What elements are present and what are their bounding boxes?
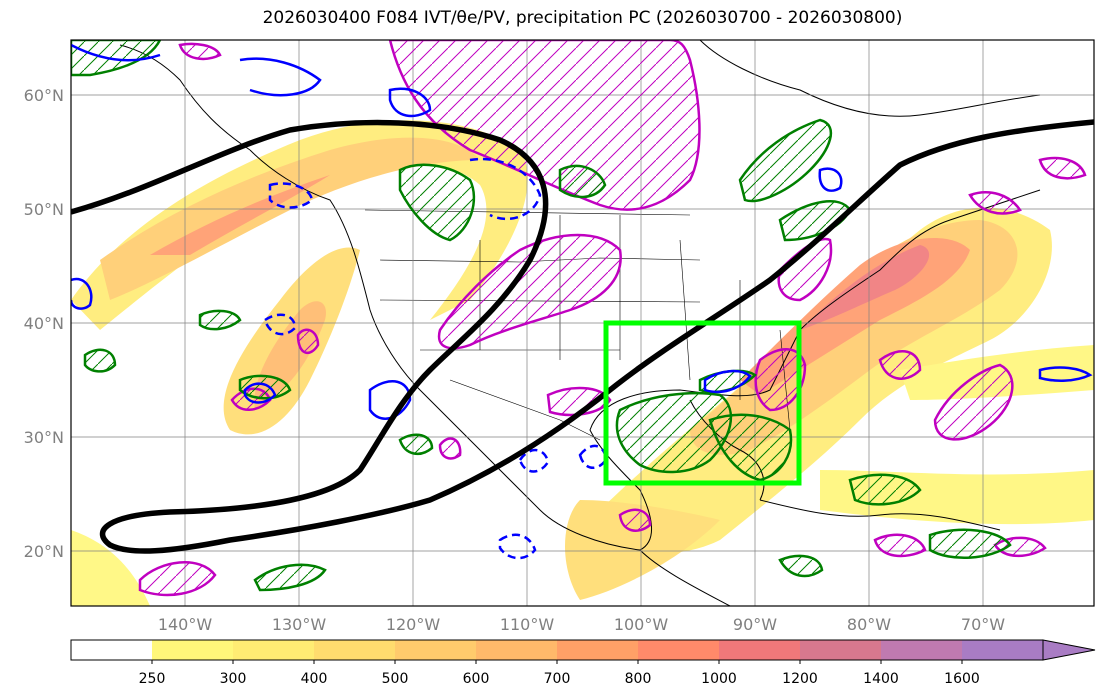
lon-label-110: 110°W <box>500 615 555 634</box>
colorbar-segment <box>638 640 719 660</box>
lat-labels: 60°N 50°N 40°N 30°N 20°N <box>24 86 64 561</box>
highlight-box <box>603 320 802 486</box>
colorbar-tick-300: 300 <box>220 671 247 687</box>
lon-label-120: 120°W <box>386 615 441 634</box>
colorbar-segment <box>962 640 1043 660</box>
colorbar-tick-250: 250 <box>139 671 166 687</box>
colorbar-segment <box>395 640 476 660</box>
colorbar-tick-1200: 1200 <box>782 671 818 687</box>
lat-label-20: 20°N <box>24 542 64 561</box>
precip-pc-contours <box>138 40 1087 597</box>
colorbar-segment <box>314 640 395 660</box>
colorbar-ticks: 250 300 400 500 600 700 800 1000 1200 14… <box>139 671 980 687</box>
map-layers <box>71 40 1094 606</box>
lon-label-100: 100°W <box>614 615 669 634</box>
lat-label-60: 60°N <box>24 86 64 105</box>
colorbar-tick-1600: 1600 <box>944 671 980 687</box>
lon-label-90: 90°W <box>733 615 777 634</box>
colorbar-tick-600: 600 <box>463 671 490 687</box>
theta-e-contours <box>71 40 1012 592</box>
colorbar-tick-400: 400 <box>301 671 328 687</box>
lon-label-70: 70°W <box>961 615 1005 634</box>
lat-label-30: 30°N <box>24 428 64 447</box>
colorbar-tick-700: 700 <box>544 671 571 687</box>
lon-label-130: 130°W <box>272 615 327 634</box>
colorbar-segment <box>476 640 557 660</box>
colorbar-tick-500: 500 <box>382 671 409 687</box>
lat-label-50: 50°N <box>24 200 64 219</box>
colorbar-segment <box>152 640 233 660</box>
colorbar-segment <box>557 640 638 660</box>
map-border <box>70 39 1095 607</box>
pv-contours <box>71 43 1093 560</box>
lon-label-140: 140°W <box>158 615 213 634</box>
colorbar-segment <box>800 640 881 660</box>
colorbar-tick-800: 800 <box>625 671 652 687</box>
colorbar-tick-1400: 1400 <box>863 671 899 687</box>
colorbar-extend-arrow <box>1042 639 1096 661</box>
colorbar-segment <box>233 640 314 660</box>
map-title: 2026030400 F084 IVT/θe/PV, precipitation… <box>262 8 903 28</box>
colorbar-segment <box>719 640 800 660</box>
lon-labels: 140°W 130°W 120°W 110°W 100°W 90°W 80°W … <box>158 615 1005 634</box>
colorbar-segment <box>881 640 962 660</box>
colorbar <box>70 639 1096 664</box>
colorbar-segment <box>71 640 152 660</box>
lon-label-80: 80°W <box>847 615 891 634</box>
lat-label-40: 40°N <box>24 314 64 333</box>
jet-contour <box>71 119 1094 554</box>
colorbar-tick-1000: 1000 <box>701 671 737 687</box>
